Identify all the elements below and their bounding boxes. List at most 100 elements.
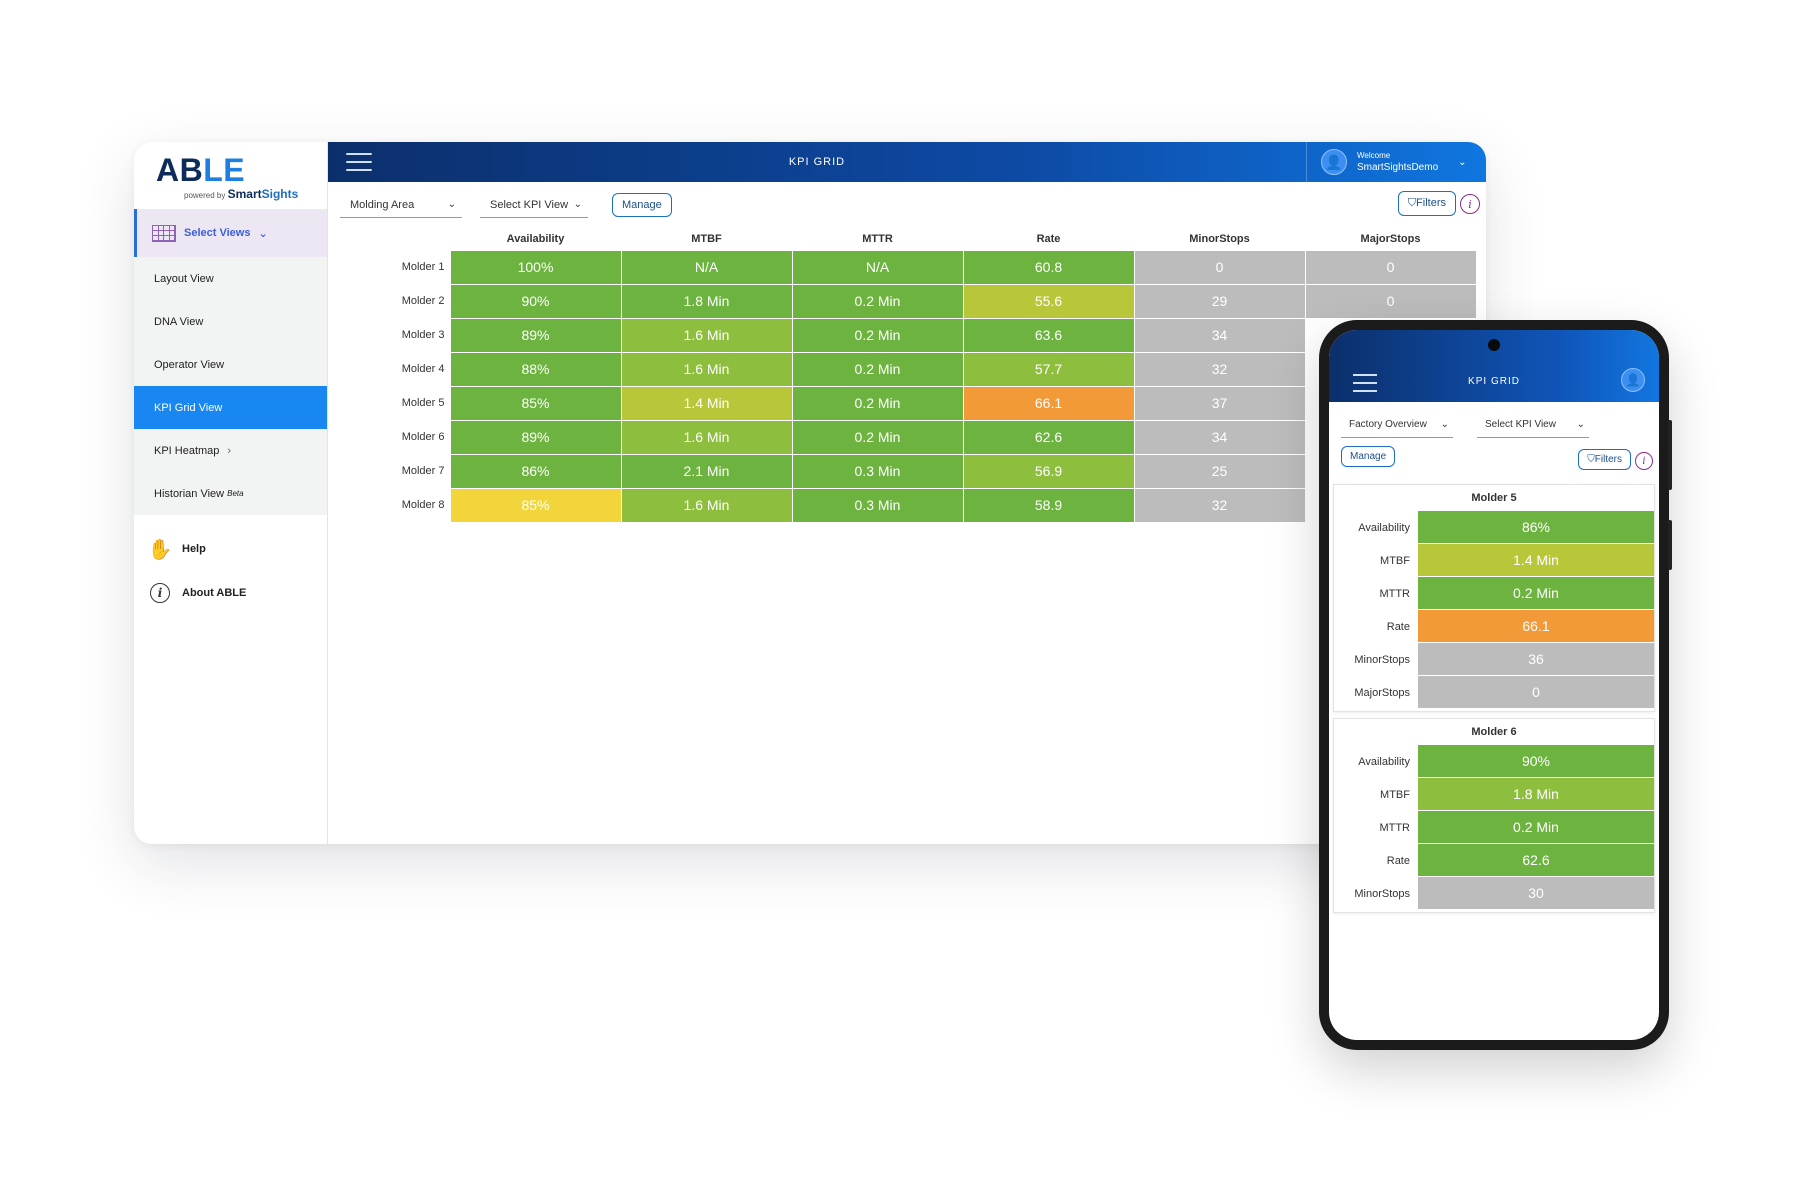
kpi-cell[interactable]: 1.6 Min bbox=[620, 351, 793, 387]
kpi-cell[interactable]: N/A bbox=[791, 249, 964, 285]
kpi-cell[interactable]: 1.8 Min bbox=[1418, 778, 1654, 810]
kpi-cell[interactable]: 0.2 Min bbox=[1418, 811, 1654, 843]
kpi-cell[interactable]: 0.2 Min bbox=[1418, 577, 1654, 609]
kpi-cell[interactable]: 0.3 Min bbox=[791, 487, 964, 523]
kpi-cell[interactable]: 89% bbox=[449, 419, 622, 455]
user-avatar-icon[interactable]: 👤 bbox=[1621, 368, 1645, 392]
kpi-cell[interactable]: 55.6 bbox=[962, 283, 1135, 319]
phone-area-dropdown[interactable]: Factory Overview ⌄ bbox=[1341, 412, 1453, 438]
kpi-cell[interactable]: 60.8 bbox=[962, 249, 1135, 285]
sidebar-item-kpi-heatmap[interactable]: KPI Heatmap › bbox=[134, 429, 327, 472]
phone-kpi-view-value: Select KPI View bbox=[1485, 419, 1556, 430]
about-link[interactable]: i About ABLE bbox=[134, 571, 327, 615]
kpi-cell[interactable]: 0.2 Min bbox=[791, 419, 964, 455]
sidebar-item-kpi-grid-view[interactable]: KPI Grid View bbox=[134, 386, 327, 429]
area-dropdown[interactable]: Molding Area ⌄ bbox=[340, 192, 462, 218]
chevron-down-icon: ⌄ bbox=[258, 227, 268, 240]
logo-able-b: LE bbox=[203, 152, 246, 188]
menu-icon[interactable] bbox=[346, 153, 372, 171]
kpi-cell[interactable]: 88% bbox=[449, 351, 622, 387]
info-icon[interactable]: i bbox=[1460, 194, 1480, 214]
kpi-cell[interactable]: 62.6 bbox=[1418, 844, 1654, 876]
phone-manage-button[interactable]: Manage bbox=[1341, 446, 1396, 467]
kpi-cell[interactable]: 0 bbox=[1304, 249, 1477, 285]
kpi-cell[interactable]: 1.6 Min bbox=[620, 317, 793, 353]
kpi-cell[interactable]: 1.6 Min bbox=[620, 487, 793, 523]
menu-icon[interactable] bbox=[1353, 374, 1377, 392]
kpi-cell[interactable]: 85% bbox=[449, 385, 622, 421]
kpi-cell[interactable]: 36 bbox=[1418, 643, 1654, 675]
kpi-cell[interactable]: 0 bbox=[1304, 283, 1477, 319]
kpi-cell[interactable]: 34 bbox=[1133, 419, 1306, 455]
phone-kpi-view-dropdown[interactable]: Select KPI View ⌄ bbox=[1477, 412, 1589, 438]
chevron-down-icon: ⌄ bbox=[1458, 156, 1467, 168]
card-row-label: MTTR bbox=[1379, 821, 1410, 834]
sidebar-item-operator-view[interactable]: Operator View bbox=[134, 343, 327, 386]
row-label: Molder 1 bbox=[401, 261, 445, 273]
sidebar-item-layout-view[interactable]: Layout View bbox=[134, 257, 327, 300]
sidebar-item-historian-view[interactable]: Historian View Beta bbox=[134, 472, 327, 515]
kpi-cell[interactable]: 0 bbox=[1418, 676, 1654, 708]
user-menu[interactable]: 👤 Welcome SmartSightsDemo ⌄ bbox=[1306, 142, 1486, 182]
select-views-dropdown[interactable]: Select Views ⌄ bbox=[134, 209, 327, 257]
sidebar-item-dna-view[interactable]: DNA View bbox=[134, 300, 327, 343]
kpi-cell[interactable]: 85% bbox=[449, 487, 622, 523]
kpi-cell[interactable]: 57.7 bbox=[962, 351, 1135, 387]
kpi-cell[interactable]: 56.9 bbox=[962, 453, 1135, 489]
kpi-cell[interactable]: 32 bbox=[1133, 487, 1306, 523]
row-label: Molder 5 bbox=[401, 397, 445, 409]
kpi-cell[interactable]: 1.6 Min bbox=[620, 419, 793, 455]
kpi-cell[interactable]: 0.3 Min bbox=[791, 453, 964, 489]
card-row: MTTR 0.2 Min bbox=[1334, 577, 1654, 610]
card-row-label: MajorStops bbox=[1354, 686, 1410, 699]
phone-filters-button[interactable]: ⛉Filters bbox=[1578, 449, 1631, 470]
manage-button[interactable]: Manage bbox=[612, 193, 672, 217]
card-row: Rate 66.1 bbox=[1334, 610, 1654, 643]
card-row-label: Rate bbox=[1386, 854, 1410, 867]
kpi-cell[interactable]: 66.1 bbox=[962, 385, 1135, 421]
filters-button[interactable]: ⛉Filters bbox=[1397, 191, 1456, 216]
kpi-cell[interactable]: 1.4 Min bbox=[1418, 544, 1654, 576]
logo: ABLE powered by SmartSights bbox=[134, 142, 327, 209]
kpi-cell[interactable]: 34 bbox=[1133, 317, 1306, 353]
help-link[interactable]: ✋ Help bbox=[134, 527, 327, 571]
kpi-cell[interactable]: 90% bbox=[449, 283, 622, 319]
kpi-cell[interactable]: 32 bbox=[1133, 351, 1306, 387]
kpi-cell[interactable]: 63.6 bbox=[962, 317, 1135, 353]
chevron-down-icon: ⌄ bbox=[1440, 419, 1449, 430]
camera-icon bbox=[1488, 339, 1500, 351]
column-header: MTTR bbox=[862, 232, 893, 245]
kpi-cell[interactable]: 30 bbox=[1418, 877, 1654, 909]
kpi-cell[interactable]: 89% bbox=[449, 317, 622, 353]
kpi-cell[interactable]: 86% bbox=[449, 453, 622, 489]
kpi-cell[interactable]: 100% bbox=[449, 249, 622, 285]
card-row-label: Availability bbox=[1358, 521, 1410, 534]
kpi-cell[interactable]: 25 bbox=[1133, 453, 1306, 489]
kpi-cell[interactable]: 58.9 bbox=[962, 487, 1135, 523]
info-icon[interactable]: i bbox=[1635, 452, 1653, 470]
page-title: KPI GRID bbox=[788, 156, 846, 168]
kpi-cell[interactable]: 0.2 Min bbox=[791, 283, 964, 319]
kpi-cell[interactable]: 0.2 Min bbox=[791, 385, 964, 421]
column-header: Availability bbox=[506, 232, 565, 245]
kpi-cell[interactable]: 86% bbox=[1418, 511, 1654, 543]
kpi-cell[interactable]: 90% bbox=[1418, 745, 1654, 777]
kpi-cell[interactable]: 37 bbox=[1133, 385, 1306, 421]
phone-page-title: KPI GRID bbox=[1468, 376, 1520, 387]
card-row: MTBF 1.8 Min bbox=[1334, 778, 1654, 811]
kpi-cell[interactable]: 1.8 Min bbox=[620, 283, 793, 319]
kpi-cell[interactable]: 1.4 Min bbox=[620, 385, 793, 421]
kpi-cell[interactable]: N/A bbox=[620, 249, 793, 285]
info-icon: i bbox=[148, 581, 172, 605]
kpi-cell[interactable]: 66.1 bbox=[1418, 610, 1654, 642]
kpi-cell[interactable]: 2.1 Min bbox=[620, 453, 793, 489]
kpi-cell[interactable]: 29 bbox=[1133, 283, 1306, 319]
kpi-cell[interactable]: 0 bbox=[1133, 249, 1306, 285]
logo-smart: Smart bbox=[227, 187, 262, 201]
sidebar-item-label: Operator View bbox=[154, 358, 225, 371]
kpi-cell[interactable]: 62.6 bbox=[962, 419, 1135, 455]
kpi-cell[interactable]: 0.2 Min bbox=[791, 351, 964, 387]
table-row: Molder 3 89% 1.6 Min 0.2 Min 63.6 34 bbox=[328, 317, 1477, 353]
kpi-view-dropdown[interactable]: Select KPI View ⌄ bbox=[480, 192, 588, 218]
kpi-cell[interactable]: 0.2 Min bbox=[791, 317, 964, 353]
